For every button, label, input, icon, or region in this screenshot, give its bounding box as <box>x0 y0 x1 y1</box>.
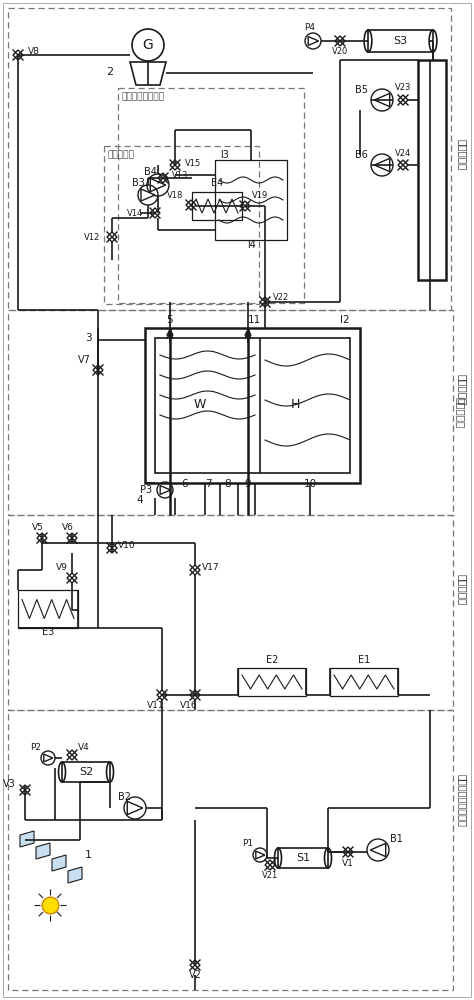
Bar <box>8 710 453 990</box>
Bar <box>8 310 453 515</box>
Bar <box>238 668 306 696</box>
Text: V7: V7 <box>78 355 91 365</box>
Bar <box>330 668 398 696</box>
Text: V19: V19 <box>252 192 268 200</box>
Bar <box>145 328 360 483</box>
Text: 5: 5 <box>167 315 173 325</box>
Text: B4: B4 <box>144 167 156 177</box>
Text: 反应子系统: 反应子系统 <box>455 397 465 429</box>
Text: 6: 6 <box>182 479 188 489</box>
Text: 传热流体供应子系统: 传热流体供应子系统 <box>457 774 467 826</box>
Bar <box>8 515 453 710</box>
Bar <box>192 192 242 220</box>
Text: V11: V11 <box>147 702 165 710</box>
Text: S1: S1 <box>296 853 310 863</box>
Text: V2: V2 <box>189 970 201 980</box>
Text: I2: I2 <box>340 315 350 325</box>
Text: V21: V21 <box>262 871 278 880</box>
Text: E4: E4 <box>211 178 223 188</box>
Polygon shape <box>308 37 319 45</box>
Text: V17: V17 <box>202 564 219 572</box>
Polygon shape <box>150 178 166 192</box>
Bar <box>118 88 304 303</box>
Polygon shape <box>68 867 82 883</box>
Text: 冷凝子系统: 冷凝子系统 <box>108 150 135 159</box>
Text: l4: l4 <box>247 240 256 250</box>
Text: P3: P3 <box>140 485 152 495</box>
Bar <box>215 160 287 240</box>
Bar <box>278 848 328 868</box>
Text: 水供给系统: 水供给系统 <box>457 139 467 171</box>
Text: V9: V9 <box>56 564 68 572</box>
Text: B5: B5 <box>355 85 368 95</box>
Text: B3: B3 <box>132 178 145 188</box>
Text: V1: V1 <box>342 859 354 868</box>
Bar <box>18 590 78 628</box>
Text: 7: 7 <box>205 479 211 489</box>
Text: V5: V5 <box>32 524 44 532</box>
Text: P1: P1 <box>242 840 254 848</box>
Text: 11: 11 <box>248 315 261 325</box>
Text: 1: 1 <box>84 850 91 860</box>
Text: 2: 2 <box>107 67 114 77</box>
Text: V8: V8 <box>28 47 40 56</box>
Text: 3: 3 <box>85 333 91 343</box>
Text: l3: l3 <box>220 150 229 160</box>
Polygon shape <box>374 158 390 172</box>
Bar <box>104 146 259 304</box>
Text: V20: V20 <box>332 47 348 56</box>
Polygon shape <box>256 851 265 859</box>
Text: V16: V16 <box>180 702 198 710</box>
Text: V4: V4 <box>78 744 90 752</box>
Text: B1: B1 <box>390 834 403 844</box>
Polygon shape <box>160 486 171 494</box>
Text: 10: 10 <box>303 479 317 489</box>
Text: S2: S2 <box>79 767 93 777</box>
Text: P4: P4 <box>304 22 316 31</box>
Text: P2: P2 <box>30 744 42 752</box>
Text: V10: V10 <box>118 540 136 550</box>
Bar <box>155 338 350 473</box>
Text: V6: V6 <box>62 524 74 532</box>
Text: V24: V24 <box>395 148 411 157</box>
Text: H: H <box>290 398 300 412</box>
Polygon shape <box>36 843 50 859</box>
Text: V12: V12 <box>84 232 100 241</box>
Text: S3: S3 <box>393 36 408 46</box>
Polygon shape <box>44 754 53 762</box>
Polygon shape <box>20 831 34 847</box>
Polygon shape <box>52 855 66 871</box>
Text: G: G <box>143 38 154 52</box>
Text: 水蒸汽发生子系统: 水蒸汽发生子系统 <box>122 92 165 101</box>
Text: V23: V23 <box>395 84 411 93</box>
Polygon shape <box>128 801 143 815</box>
Text: V3: V3 <box>3 779 16 789</box>
Text: 反应子系统: 反应子系统 <box>457 374 467 406</box>
Text: V13: V13 <box>172 172 188 180</box>
Text: V14: V14 <box>127 209 143 218</box>
Polygon shape <box>370 843 386 857</box>
Text: B2: B2 <box>118 792 131 802</box>
Text: B6: B6 <box>355 150 368 160</box>
Text: 4: 4 <box>137 495 143 505</box>
Bar <box>8 8 451 310</box>
Text: V15: V15 <box>185 158 201 167</box>
Text: V18: V18 <box>167 192 183 200</box>
Bar <box>62 762 110 782</box>
Text: 9: 9 <box>245 479 251 489</box>
Bar <box>418 60 446 280</box>
Polygon shape <box>141 189 155 201</box>
Text: 8: 8 <box>225 479 231 489</box>
Bar <box>368 30 433 52</box>
Text: E2: E2 <box>266 655 278 665</box>
Text: W: W <box>194 398 206 412</box>
Text: E1: E1 <box>358 655 370 665</box>
Polygon shape <box>374 93 390 107</box>
Text: V22: V22 <box>273 294 289 302</box>
Text: 换热子系统: 换热子系统 <box>457 574 467 606</box>
Text: E3: E3 <box>42 627 54 637</box>
